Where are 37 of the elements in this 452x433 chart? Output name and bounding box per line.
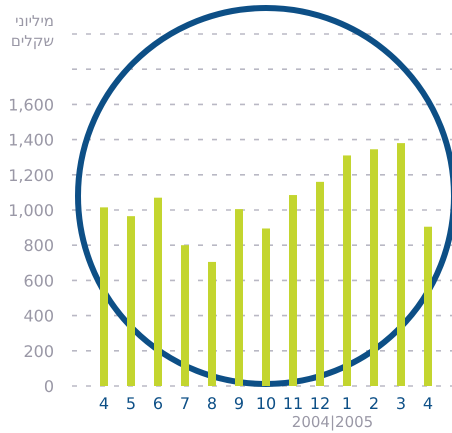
y-tick-label: 400 [23,306,54,326]
y-tick-label: 600 [23,271,54,290]
bar [154,198,162,386]
y-tick-label: 200 [23,342,54,361]
y-axis-title: מיליוני שקלים [10,12,54,50]
y-tick-label: 0 [44,377,54,396]
bar [208,262,216,386]
y-tick-label: 1,600 [8,95,54,114]
bar [424,226,432,386]
y-tick-label: 800 [23,236,54,256]
x-tick-label: 2 [368,394,380,413]
bar [100,207,108,386]
y-tick-label: 1,200 [8,166,54,185]
x-tick-label: 10 [256,394,276,413]
bar [262,228,270,386]
text: 2004|2005 [292,413,374,431]
bar [235,209,243,386]
bar [127,216,135,386]
x-tick-label: 1 [342,394,352,413]
x-tick-label: 4 [422,394,434,413]
bar [289,195,297,386]
y-tick-label: 1,400 [8,130,54,150]
x-tick-label: 11 [282,394,304,413]
x-tick-label: 5 [126,394,136,413]
bar [370,149,378,386]
bar [316,182,324,386]
x-tick-label: 8 [206,394,218,413]
bar [343,155,351,386]
x-tick-label: 7 [180,394,190,413]
x-tick-label: 4 [98,394,110,413]
x-tick-label: 9 [234,394,244,413]
x-tick-label: 3 [396,394,406,413]
bar [397,143,405,386]
bar [181,245,189,386]
x-tick-label: 6 [152,394,164,413]
x-tick-label: 12 [310,394,330,413]
y-tick-label: 1,000 [8,201,54,220]
